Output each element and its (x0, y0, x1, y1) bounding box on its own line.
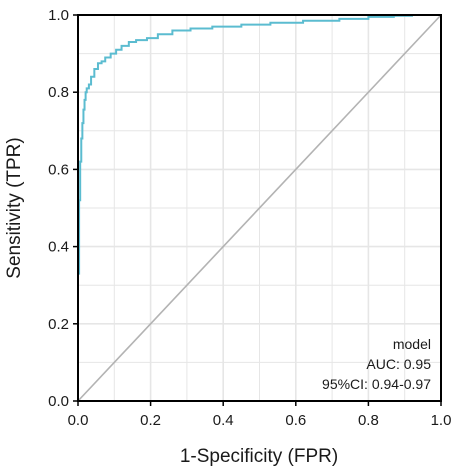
y-tick-label: 0.8 (48, 84, 69, 101)
x-tick-label: 0.8 (358, 412, 379, 429)
y-tick-label: 0.4 (48, 239, 69, 256)
axis-ticks (73, 14, 442, 406)
chance-diagonal-line (77, 14, 442, 402)
y-axis-label: Sensitivity (TPR) (4, 137, 25, 278)
y-tick-label: 0.0 (48, 393, 69, 410)
y-tick-label: 1.0 (48, 7, 69, 24)
plot-frame (77, 14, 442, 402)
y-tick-label: 0.2 (48, 316, 69, 333)
y-tick-labels: 0.0 0.2 0.4 0.6 0.8 1.0 (48, 7, 69, 410)
legend-annotation: model AUC: 0.95 95%CI: 0.94-0.97 (322, 336, 431, 392)
legend-ci: 95%CI: 0.94-0.97 (322, 376, 431, 392)
legend-title: model (393, 336, 431, 352)
legend-auc: AUC: 0.95 (366, 356, 431, 372)
x-tick-label: 1.0 (431, 412, 452, 429)
x-axis-label: 1-Specificity (FPR) (180, 446, 338, 467)
y-tick-label: 0.6 (48, 161, 69, 178)
x-tick-label: 0.6 (285, 412, 306, 429)
x-tick-label: 0.2 (140, 412, 161, 429)
roc-curve (77, 14, 441, 401)
x-tick-labels: 0.0 0.2 0.4 0.6 0.8 1.0 (68, 412, 452, 429)
x-tick-label: 0.4 (213, 412, 234, 429)
x-tick-label: 0.0 (68, 412, 89, 429)
